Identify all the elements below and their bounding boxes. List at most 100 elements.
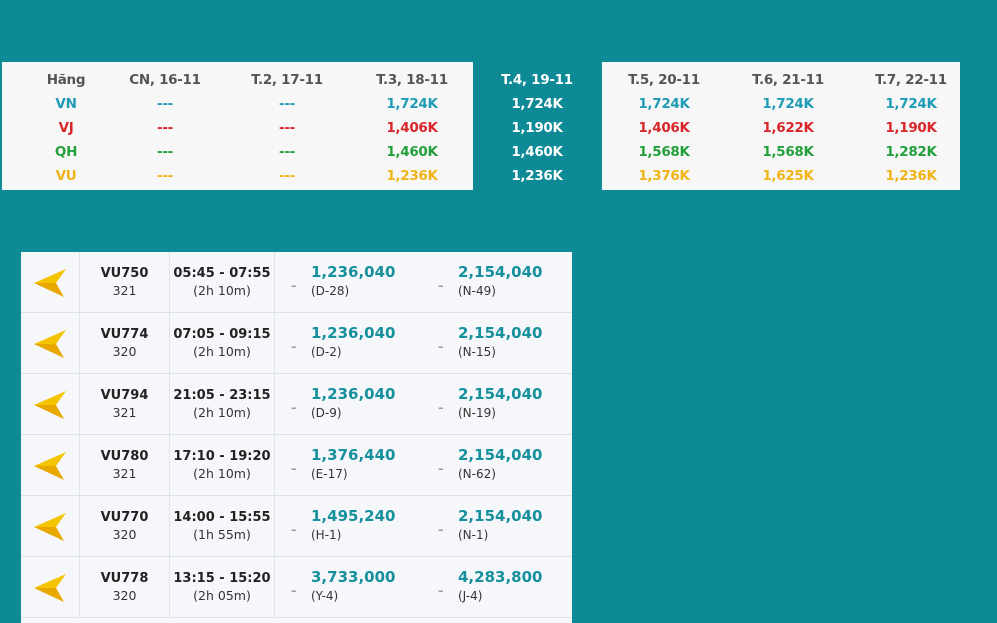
- day-price[interactable]: 1,190K: [511, 120, 563, 136]
- fare-price[interactable]: 2,154,040: [458, 446, 543, 464]
- day-price[interactable]: ---: [157, 96, 173, 112]
- fare-option[interactable]: – 2,154,040 (N-1): [438, 496, 568, 556]
- fare-price[interactable]: 1,236,040: [311, 324, 396, 342]
- fare-price[interactable]: 4,283,800: [458, 568, 543, 586]
- fare-option[interactable]: – 1,236,040 (D-9): [291, 374, 431, 434]
- flight-row[interactable]: VU750 321 05:45 - 07:55 (2h 10m) – 1,236…: [21, 252, 572, 313]
- fare-class: (H-1): [311, 528, 342, 542]
- fare-option[interactable]: – 4,283,800 (J-4): [438, 557, 568, 617]
- day-price[interactable]: ---: [279, 120, 295, 136]
- airline-header: Hãng: [46, 72, 86, 88]
- aircraft-type: 321: [112, 283, 137, 298]
- vietravel-airlines-logo-icon: [21, 435, 80, 495]
- flight-duration: (2h 10m): [193, 405, 251, 420]
- day-column-16-11[interactable]: CN, 16-11 --- --- --- ---: [115, 62, 215, 188]
- fare-class: (J-4): [458, 589, 483, 603]
- day-price[interactable]: 1,282K: [885, 144, 937, 160]
- fare-option[interactable]: – 2,154,040 (N-49): [438, 252, 568, 312]
- day-price[interactable]: 1,568K: [762, 144, 814, 160]
- day-column-18-11[interactable]: T.3, 18-11 1,724K 1,406K 1,460K 1,236K: [362, 62, 462, 188]
- day-price[interactable]: 1,724K: [762, 96, 814, 112]
- day-price[interactable]: ---: [279, 144, 295, 160]
- day-price[interactable]: 1,460K: [511, 144, 563, 160]
- day-price[interactable]: 1,724K: [885, 96, 937, 112]
- day-price[interactable]: 1,236K: [511, 168, 563, 184]
- fare-price[interactable]: 1,236,040: [311, 263, 396, 281]
- day-price[interactable]: 1,724K: [638, 96, 690, 112]
- fare-option[interactable]: – 1,236,040 (D-28): [291, 252, 431, 312]
- day-header[interactable]: T.2, 17-11: [251, 72, 323, 88]
- flight-row[interactable]: VU770 320 14:00 - 15:55 (1h 55m) – 1,495…: [21, 496, 572, 557]
- fare-option[interactable]: – 2,154,040 (N-62): [438, 435, 568, 495]
- day-header[interactable]: T.4, 19-11: [501, 72, 573, 88]
- fare-separator: –: [438, 340, 444, 353]
- aircraft-type: 320: [112, 588, 137, 603]
- flight-number-cell: VU774 320: [80, 313, 170, 373]
- fare-price[interactable]: 1,376,440: [311, 446, 396, 464]
- day-price[interactable]: 1,724K: [386, 96, 438, 112]
- day-column-20-11[interactable]: T.5, 20-11 1,724K 1,406K 1,568K 1,376K: [614, 62, 714, 188]
- flight-row[interactable]: VU778 320 13:15 - 15:20 (2h 05m) – 3,733…: [21, 557, 572, 618]
- day-header[interactable]: CN, 16-11: [129, 72, 201, 88]
- fare-price[interactable]: 3,733,000: [311, 568, 396, 586]
- flight-duration: (2h 10m): [193, 466, 251, 481]
- fare-price[interactable]: 2,154,040: [458, 507, 543, 525]
- flight-row[interactable]: VU794 321 21:05 - 23:15 (2h 10m) – 1,236…: [21, 374, 572, 435]
- flight-row[interactable]: VU780 321 17:10 - 19:20 (2h 10m) – 1,376…: [21, 435, 572, 496]
- fare-price[interactable]: 2,154,040: [458, 324, 543, 342]
- fare-option[interactable]: – 1,236,040 (D-2): [291, 313, 431, 373]
- price-calendar-left: Hãng VN VJ QH VU CN, 16-11 --- --- --- -…: [2, 62, 473, 190]
- fare-price[interactable]: 2,154,040: [458, 263, 543, 281]
- flight-duration: (2h 10m): [193, 344, 251, 359]
- day-column-22-11[interactable]: T.7, 22-11 1,724K 1,190K 1,282K 1,236K: [861, 62, 961, 188]
- flight-code: VU770: [100, 510, 149, 525]
- day-price[interactable]: ---: [157, 120, 173, 136]
- day-price[interactable]: 1,376K: [638, 168, 690, 184]
- fare-price[interactable]: 1,236,040: [311, 385, 396, 403]
- day-column-19-11-selected[interactable]: T.4, 19-11 1,724K 1,190K 1,460K 1,236K: [487, 62, 587, 188]
- airline-label-qh: QH: [54, 144, 78, 160]
- flight-list: VU750 321 05:45 - 07:55 (2h 10m) – 1,236…: [21, 252, 572, 623]
- day-price[interactable]: 1,724K: [511, 96, 563, 112]
- day-price[interactable]: 1,236K: [885, 168, 937, 184]
- day-header[interactable]: T.3, 18-11: [376, 72, 448, 88]
- departure-arrival-time: 14:00 - 15:55: [173, 510, 271, 525]
- day-header[interactable]: T.6, 21-11: [752, 72, 824, 88]
- day-column-21-11[interactable]: T.6, 21-11 1,724K 1,622K 1,568K 1,625K: [738, 62, 838, 188]
- flight-number-cell: VU770 320: [80, 496, 170, 556]
- day-price[interactable]: 1,236K: [386, 168, 438, 184]
- flight-code: VU794: [100, 388, 149, 403]
- fare-price[interactable]: 2,154,040: [458, 385, 543, 403]
- day-price[interactable]: 1,460K: [386, 144, 438, 160]
- day-price[interactable]: ---: [279, 168, 295, 184]
- day-header[interactable]: T.5, 20-11: [628, 72, 700, 88]
- day-price[interactable]: 1,406K: [386, 120, 438, 136]
- departure-arrival-time: 21:05 - 23:15: [173, 388, 271, 403]
- aircraft-type: 320: [112, 527, 137, 542]
- day-price[interactable]: 1,406K: [638, 120, 690, 136]
- fare-class: (N-15): [458, 345, 496, 359]
- fare-option[interactable]: – 2,154,040 (N-19): [438, 374, 568, 434]
- vietravel-airlines-logo-icon: [21, 252, 80, 312]
- fare-price[interactable]: 1,495,240: [311, 507, 396, 525]
- day-column-17-11[interactable]: T.2, 17-11 --- --- --- ---: [237, 62, 337, 188]
- fare-separator: –: [438, 523, 444, 536]
- vietravel-airlines-logo-icon: [21, 374, 80, 434]
- fare-option[interactable]: – 1,376,440 (E-17): [291, 435, 431, 495]
- flight-number-cell: VU750 321: [80, 252, 170, 312]
- flight-row[interactable]: VU774 320 07:05 - 09:15 (2h 10m) – 1,236…: [21, 313, 572, 374]
- day-price[interactable]: ---: [157, 168, 173, 184]
- day-price[interactable]: 1,622K: [762, 120, 814, 136]
- departure-arrival-time: 05:45 - 07:55: [173, 266, 271, 281]
- fare-option[interactable]: – 1,495,240 (H-1): [291, 496, 431, 556]
- flight-time-cell: 21:05 - 23:15 (2h 10m): [170, 374, 275, 434]
- day-price[interactable]: ---: [157, 144, 173, 160]
- fare-option[interactable]: – 2,154,040 (N-15): [438, 313, 568, 373]
- fare-separator: –: [291, 462, 297, 475]
- fare-option[interactable]: – 3,733,000 (Y-4): [291, 557, 431, 617]
- day-header[interactable]: T.7, 22-11: [875, 72, 947, 88]
- day-price[interactable]: 1,568K: [638, 144, 690, 160]
- day-price[interactable]: ---: [279, 96, 295, 112]
- day-price[interactable]: 1,625K: [762, 168, 814, 184]
- day-price[interactable]: 1,190K: [885, 120, 937, 136]
